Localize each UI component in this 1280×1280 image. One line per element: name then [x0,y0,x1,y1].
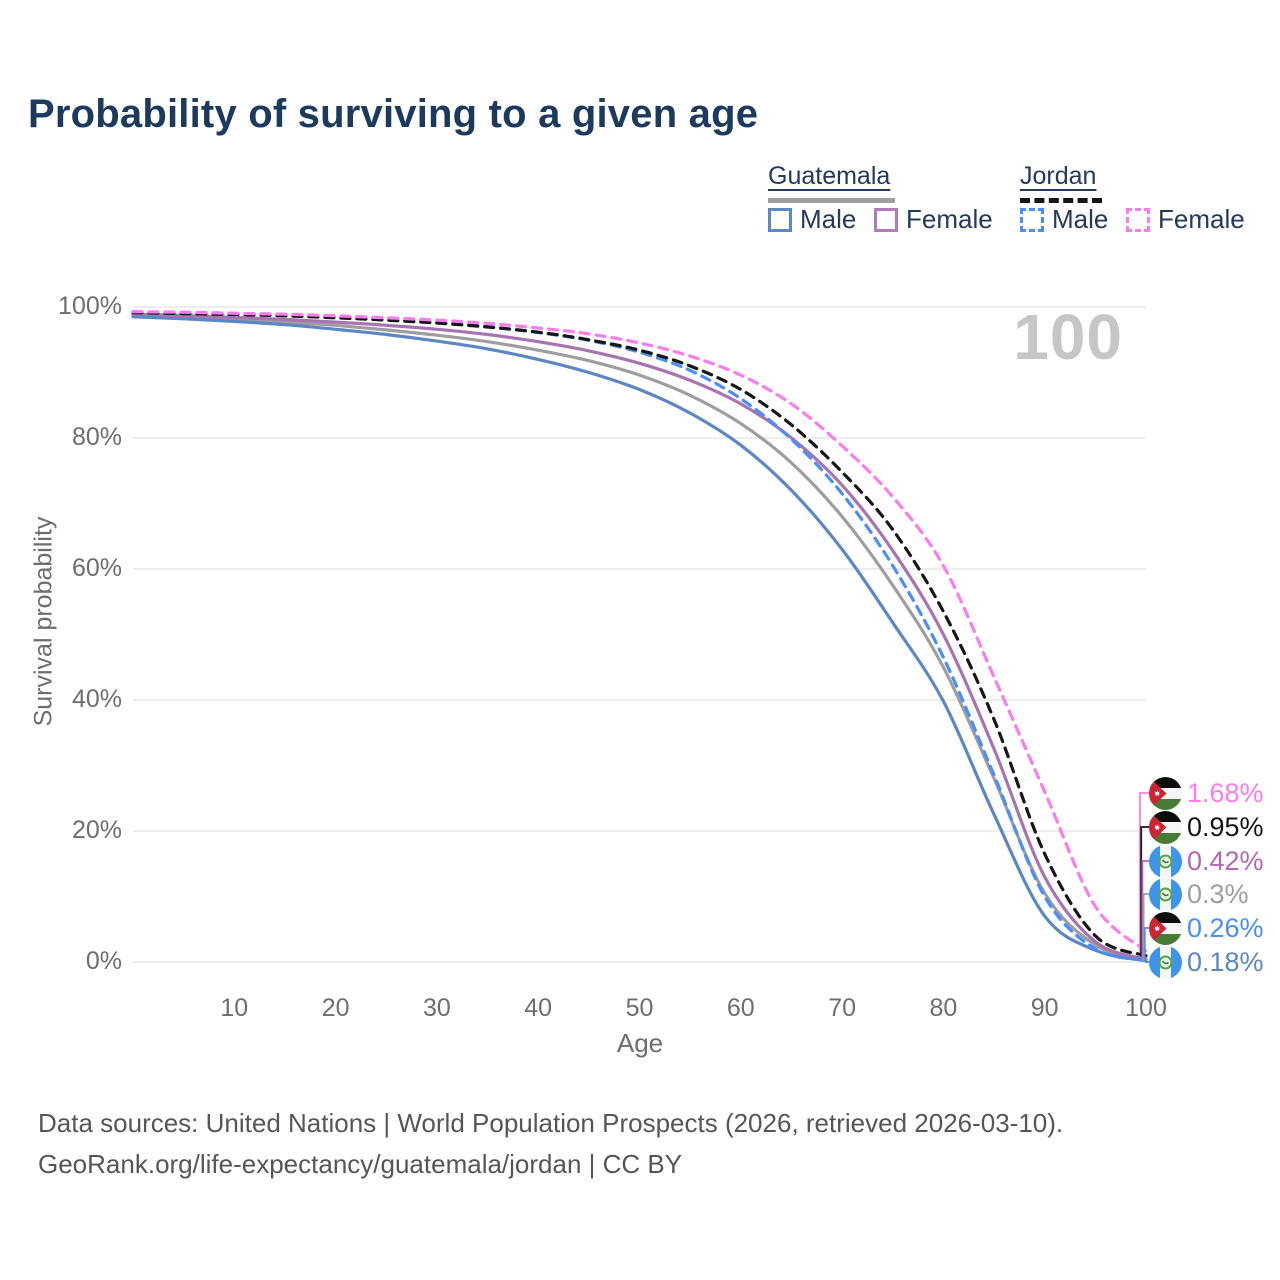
legend-item-jordan-male[interactable]: Male [1020,204,1108,235]
page-title: Probability of surviving to a given age [28,92,759,136]
attribution-link[interactable]: GeoRank.org/life-expectancy/guatemala/jo… [38,1149,683,1179]
checkbox-icon[interactable] [1126,207,1150,232]
y-tick-label: 80% [71,423,122,451]
legend-line-sample-guatemala [768,198,895,203]
x-tick-label: 20 [321,994,350,1022]
end-value: 0.26% [1187,912,1264,943]
y-tick-label: 40% [71,685,122,713]
end-label-jordan-both-sexes: 0.95% [1149,810,1264,844]
legend-item-jordan-female[interactable]: Female [1126,204,1245,235]
series-line-jordan-male [131,310,1148,962]
y-tick-label: 60% [71,554,122,582]
checkbox-icon[interactable] [1020,207,1044,232]
x-tick-label: 30 [422,994,451,1022]
series-line-guatemala-both-sexes [131,313,1148,962]
jordan-flag-icon [1149,810,1182,844]
guatemala-flag-icon [1149,877,1182,911]
y-tick-label: 100% [58,292,122,320]
legend-item-label: Female [906,204,993,234]
checkbox-icon[interactable] [874,207,898,232]
legend-item-label: Male [800,204,857,234]
x-tick-label: 40 [524,994,553,1022]
series-line-guatemala-male [131,315,1148,963]
x-axis-title: Age [616,1028,664,1058]
end-label-guatemala-both-sexes: 0.3% [1149,877,1249,911]
x-tick-label: 80 [929,994,958,1022]
end-value: 1.68% [1187,777,1264,808]
end-value: 0.18% [1187,946,1264,977]
jordan-flag-icon [1149,776,1182,810]
x-tick-label: 60 [726,994,755,1022]
legend-header-guatemala: Guatemala [768,162,891,190]
x-tick-label: 90 [1030,994,1059,1022]
end-value: 0.3% [1187,878,1249,909]
legend-group-jordan: Jordan [1020,162,1102,203]
x-tick-label: 10 [220,994,249,1022]
y-axis-title: Survival probability [29,516,58,727]
x-tick-label: 50 [625,994,654,1022]
legend-header-jordan: Jordan [1020,162,1097,190]
legend-item-guatemala-female[interactable]: Female [874,204,993,235]
legend-item-label: Female [1158,204,1245,234]
end-value: 0.42% [1187,845,1264,876]
x-tick-label: 100 [1125,994,1167,1022]
legend-item-guatemala-male[interactable]: Male [768,204,856,235]
legend-item-label: Male [1052,204,1109,234]
y-tick-label: 20% [71,816,122,844]
legend-group-guatemala: Guatemala [768,162,895,203]
end-label-guatemala-female: 0.42% [1149,844,1264,878]
series-line-jordan-female [131,310,1148,953]
end-label-connector [1143,927,1151,962]
end-label-jordan-female: 1.68% [1149,776,1264,810]
end-label-jordan-male: 0.26% [1149,911,1264,945]
series-line-jordan-both-sexes [131,311,1148,958]
data-sources-note: Data sources: United Nations | World Pop… [38,1108,1064,1138]
hover-age-watermark: 100 [1013,301,1123,373]
end-label-guatemala-male: 0.18% [1149,945,1264,979]
y-tick-label: 0% [85,947,122,975]
x-tick-label: 70 [828,994,856,1022]
checkbox-icon[interactable] [768,207,792,232]
series-line-guatemala-female [131,312,1148,961]
end-value: 0.95% [1187,811,1264,842]
jordan-flag-icon [1149,911,1182,945]
legend-line-sample-jordan [1020,198,1102,203]
guatemala-flag-icon [1149,844,1182,878]
guatemala-flag-icon [1149,945,1182,979]
